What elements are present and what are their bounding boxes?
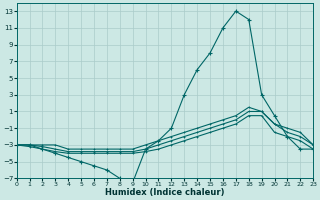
X-axis label: Humidex (Indice chaleur): Humidex (Indice chaleur) — [105, 188, 225, 197]
